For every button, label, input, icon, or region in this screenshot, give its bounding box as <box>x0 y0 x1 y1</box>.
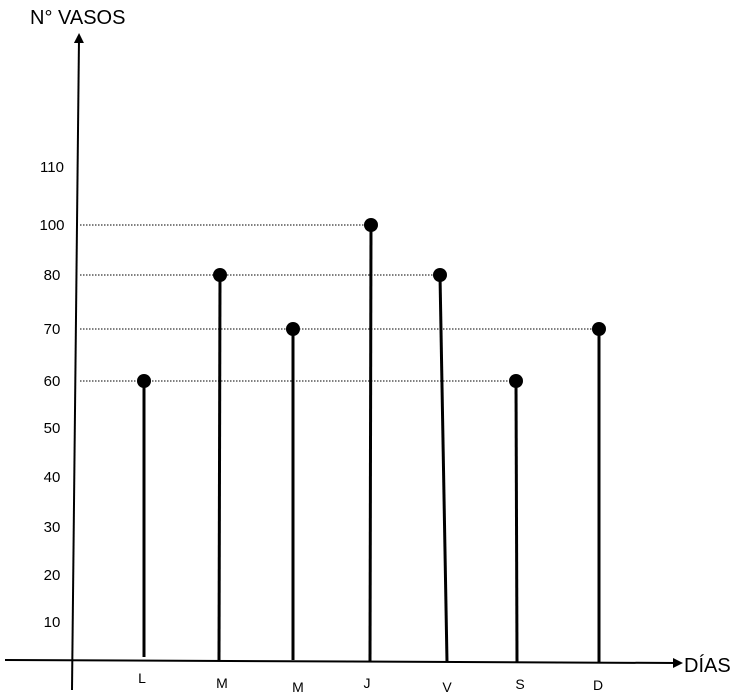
x-category-label: S <box>515 676 524 692</box>
data-point <box>364 218 378 232</box>
x-axis-title: DÍAS <box>684 654 731 677</box>
data-point <box>286 322 300 336</box>
x-category-label: J <box>364 675 371 691</box>
stem <box>368 224 373 663</box>
dots <box>137 218 606 388</box>
stem <box>438 274 449 663</box>
y-tick-label: 50 <box>44 420 61 437</box>
y-tick-label: 20 <box>44 567 61 584</box>
y-tick-label: 30 <box>44 519 61 536</box>
stems <box>142 224 601 663</box>
stem <box>514 380 519 663</box>
data-point <box>213 268 227 282</box>
x-category-label: V <box>442 679 452 695</box>
y-tick-label: 70 <box>44 321 61 338</box>
y-axis-title: N° VASOS <box>30 7 125 29</box>
x-category-label: D <box>593 677 603 693</box>
y-axis <box>71 33 84 691</box>
y-tick-label: 110 <box>40 159 64 176</box>
data-point <box>592 322 606 336</box>
y-tick-label: 10 <box>44 614 61 631</box>
x-category-label: M <box>292 679 304 695</box>
y-tick-label: 40 <box>44 469 61 486</box>
data-point <box>137 374 151 388</box>
guide-lines <box>80 224 599 382</box>
data-point <box>433 268 447 282</box>
stem <box>217 274 222 661</box>
y-tick-label: 60 <box>44 373 61 390</box>
x-axis <box>4 657 683 668</box>
x-category-label: M <box>216 675 228 691</box>
y-tick-labels: 10 20 30 40 50 60 70 80 100 110 <box>39 159 64 631</box>
data-point <box>509 374 523 388</box>
x-category-label: L <box>138 670 146 686</box>
y-tick-label: 80 <box>44 267 61 284</box>
y-tick-label: 100 <box>39 217 64 234</box>
